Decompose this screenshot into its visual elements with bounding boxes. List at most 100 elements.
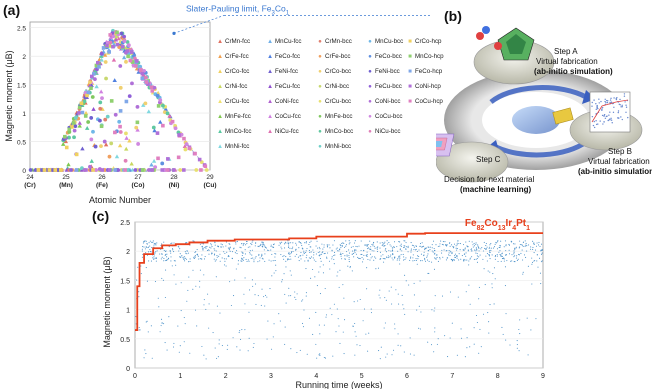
mini-plot-point bbox=[610, 97, 612, 100]
chart-c-point bbox=[150, 325, 152, 327]
chart-c-point bbox=[482, 313, 485, 315]
chart-c-point bbox=[197, 255, 199, 257]
chart-c-point bbox=[315, 253, 317, 255]
chart-c-point bbox=[480, 346, 482, 348]
legend-entry: ▲ MnCo-fcc bbox=[216, 128, 252, 135]
chart-a-point bbox=[113, 37, 119, 42]
chart-c-point bbox=[301, 244, 303, 247]
chart-c-point bbox=[366, 244, 368, 246]
mini-plot-point bbox=[610, 117, 612, 120]
chart-c-point bbox=[413, 354, 415, 356]
chart-c-point bbox=[154, 252, 156, 254]
chart-c-point bbox=[208, 249, 210, 251]
legend-marker: ● bbox=[318, 83, 322, 90]
chart-c-point bbox=[184, 260, 186, 262]
chart-c-point bbox=[248, 260, 250, 262]
chart-c-point bbox=[434, 327, 436, 329]
chart-c-point bbox=[319, 333, 321, 335]
chart-c-point bbox=[334, 254, 336, 256]
chart-c-point bbox=[413, 282, 415, 284]
chart-a-point bbox=[126, 43, 131, 48]
chart-c-point bbox=[149, 240, 151, 242]
chart-c-point bbox=[211, 244, 213, 246]
mini-plot-point bbox=[610, 101, 613, 103]
chart-a-point bbox=[100, 96, 104, 101]
chart-c-point bbox=[160, 325, 162, 327]
chart-c-point bbox=[359, 344, 361, 347]
chart-a-point bbox=[113, 168, 117, 172]
chart-a-point bbox=[90, 95, 95, 99]
chart-a-point bbox=[116, 36, 121, 41]
chart-c-point bbox=[505, 250, 507, 252]
chart-c-point bbox=[324, 252, 326, 254]
chart-c-point bbox=[471, 248, 473, 250]
chart-c-point bbox=[344, 319, 346, 321]
chart-c-point bbox=[170, 243, 172, 245]
legend-label: CrCo-hcp bbox=[415, 38, 442, 45]
chart-c-point bbox=[492, 247, 494, 249]
chart-c-point bbox=[268, 259, 270, 261]
chart-c-point bbox=[522, 241, 525, 243]
chart-a-ytick: 1.5 bbox=[17, 83, 26, 90]
chart-c-point bbox=[351, 270, 353, 272]
mini-plot-point bbox=[625, 104, 627, 106]
chart-c-point bbox=[423, 255, 425, 257]
chart-a-point bbox=[91, 107, 96, 111]
chart-a-point bbox=[163, 106, 168, 111]
chart-c-point bbox=[292, 250, 294, 253]
chart-c-point bbox=[208, 303, 210, 305]
chart-c-point bbox=[241, 254, 243, 257]
chart-c-point bbox=[270, 244, 272, 246]
chart-c-point bbox=[500, 255, 502, 257]
chart-c-point bbox=[450, 251, 452, 253]
chart-c-point bbox=[302, 254, 304, 256]
chart-a-point bbox=[158, 119, 163, 124]
chart-c-point bbox=[203, 258, 206, 260]
chart-a-point bbox=[98, 89, 104, 94]
chart-c-point bbox=[409, 259, 411, 261]
chart-c-point bbox=[268, 249, 270, 251]
chart-c-point bbox=[319, 257, 321, 260]
chart-c-point bbox=[390, 245, 392, 247]
chart-c-point bbox=[409, 353, 411, 355]
chart-c-point bbox=[486, 260, 488, 262]
chart-c-point bbox=[522, 259, 524, 261]
chart-c-point bbox=[429, 246, 431, 248]
chart-c-point bbox=[530, 246, 532, 248]
chart-c-point bbox=[340, 247, 342, 249]
chart-c-point bbox=[516, 340, 518, 342]
chart-c-point bbox=[458, 253, 460, 255]
chart-c-point bbox=[489, 304, 491, 306]
chart-a-point bbox=[140, 71, 145, 76]
chart-c-point bbox=[449, 337, 451, 339]
chart-a-xtick: 26 bbox=[98, 174, 106, 181]
chart-a-point bbox=[115, 30, 119, 35]
chart-c-point bbox=[168, 316, 170, 318]
chart-c-point bbox=[478, 298, 480, 300]
chart-c-point bbox=[475, 314, 478, 317]
chart-c-point bbox=[172, 248, 174, 250]
chart-c-point bbox=[367, 248, 369, 250]
chart-c-point bbox=[431, 244, 433, 246]
step-b-line2: (ab-initio simulation) bbox=[578, 167, 652, 176]
chart-c-point bbox=[491, 283, 493, 285]
legend-entry: ▲ MnFe-fcc bbox=[216, 113, 251, 120]
chart-a-point bbox=[89, 116, 94, 120]
chart-a-point bbox=[102, 52, 108, 57]
chart-c-point bbox=[353, 250, 355, 252]
chart-c-point bbox=[295, 242, 297, 244]
chart-c-point bbox=[389, 256, 391, 258]
chart-c-point bbox=[152, 257, 154, 259]
panel-label-b: (b) bbox=[444, 8, 462, 24]
chart-c-point bbox=[267, 320, 269, 322]
chart-a-point bbox=[83, 110, 89, 115]
chart-c-point bbox=[435, 258, 437, 260]
chart-c-point bbox=[262, 244, 264, 246]
chart-c-point bbox=[426, 255, 428, 257]
chart-c-point bbox=[369, 259, 371, 261]
chart-c-point bbox=[225, 258, 227, 260]
chart-c-point bbox=[183, 316, 185, 319]
chart-c-point bbox=[245, 258, 247, 261]
chart-c-point bbox=[354, 252, 356, 254]
chart-c-xtick: 3 bbox=[269, 373, 273, 380]
